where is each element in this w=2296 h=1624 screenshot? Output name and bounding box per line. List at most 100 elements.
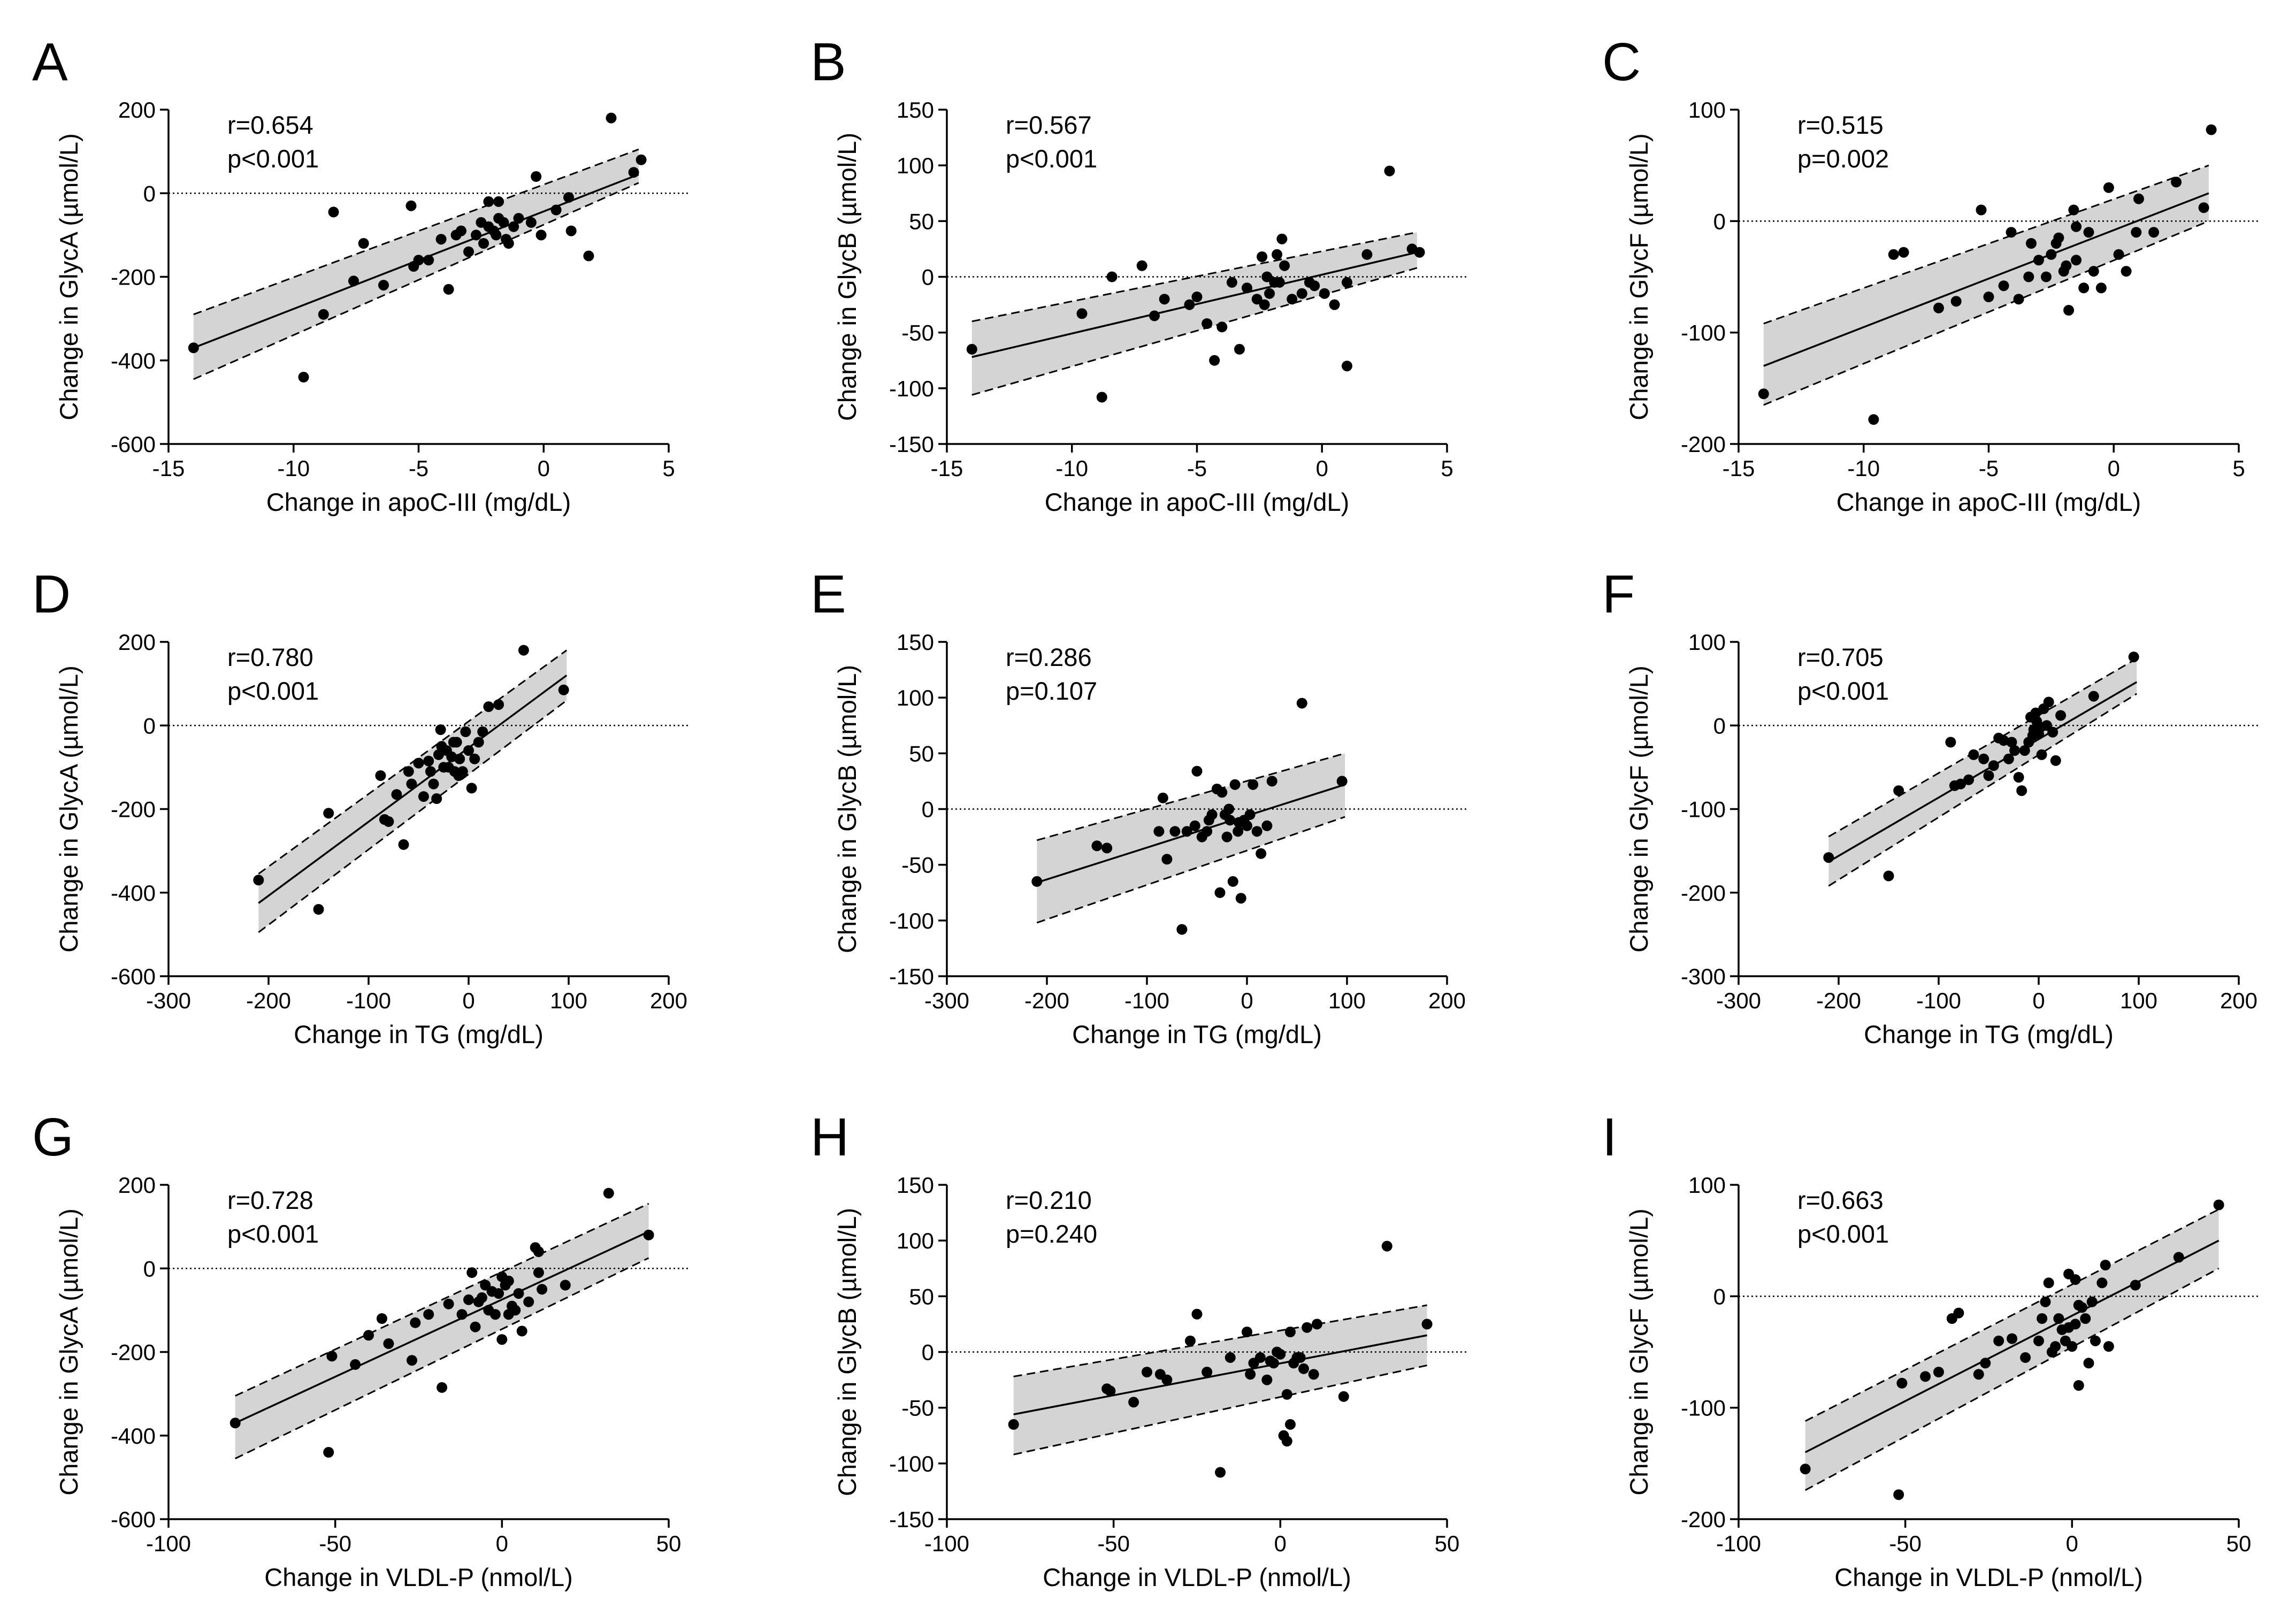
- data-point: [1868, 414, 1879, 425]
- data-point: [1285, 1419, 1296, 1430]
- data-point: [1980, 1358, 1991, 1369]
- y-tick-label: -100: [1681, 797, 1726, 822]
- y-tick-label: 200: [118, 630, 156, 655]
- band-lower-line: [235, 1257, 649, 1460]
- data-point: [1169, 826, 1181, 837]
- data-point: [606, 112, 617, 124]
- data-point: [2061, 260, 2072, 271]
- y-tick-label: -50: [901, 1396, 934, 1421]
- data-point: [1224, 815, 1236, 826]
- data-point: [1201, 318, 1213, 329]
- data-point: [1096, 392, 1107, 403]
- data-point: [1261, 1374, 1273, 1385]
- data-point: [2173, 1252, 2184, 1263]
- data-point: [313, 904, 324, 915]
- x-axis-title: Change in VLDL-P (nmol/L): [1043, 1563, 1351, 1591]
- x-tick-label: 0: [1316, 456, 1328, 481]
- y-axis-title: Change in GlycF (µmol/L): [1625, 665, 1653, 952]
- y-tick-label: 50: [909, 209, 934, 234]
- data-point: [2071, 255, 2082, 266]
- data-point: [298, 372, 309, 382]
- data-point: [1161, 1374, 1173, 1385]
- data-point: [2019, 745, 2030, 756]
- data-point: [533, 1267, 544, 1278]
- data-point: [435, 724, 446, 736]
- data-point: [498, 217, 509, 228]
- x-tick-label: -15: [152, 456, 185, 481]
- y-tick-label: -150: [889, 432, 934, 457]
- y-axis-title: Change in GlycB (µmol/L): [833, 1208, 861, 1496]
- y-tick-label: 0: [922, 1340, 934, 1365]
- y-axis-title: Change in GlycF (µmol/L): [1625, 133, 1653, 420]
- stat-p-value: p=0.002: [1797, 144, 1889, 173]
- data-point: [1157, 792, 1168, 803]
- stat-r-value: r=0.654: [227, 111, 313, 139]
- data-point: [2063, 305, 2075, 316]
- data-point: [463, 1294, 474, 1305]
- data-point: [1266, 776, 1277, 787]
- data-point: [1342, 361, 1352, 372]
- x-tick-label: -200: [1024, 988, 1069, 1013]
- data-point: [1221, 831, 1233, 842]
- data-point: [2088, 691, 2099, 702]
- data-point: [1191, 765, 1203, 777]
- data-point: [450, 229, 462, 241]
- data-point: [2133, 193, 2144, 204]
- x-tick-label: 0: [2032, 988, 2045, 1013]
- data-point: [1153, 826, 1165, 837]
- confidence-band: [1805, 1209, 2219, 1490]
- confidence-band: [235, 1204, 649, 1459]
- data-point: [1261, 271, 1273, 282]
- y-tick-label: -150: [889, 1507, 934, 1532]
- x-tick-label: 50: [656, 1531, 682, 1556]
- x-tick-label: 5: [662, 456, 675, 481]
- data-point: [2040, 1296, 2051, 1307]
- data-point: [1242, 820, 1252, 831]
- data-point: [428, 778, 439, 790]
- data-point: [1298, 1363, 1309, 1374]
- x-axis-title: Change in apoC-III (mg/dL): [266, 488, 571, 516]
- data-point: [2033, 1335, 2044, 1346]
- data-point: [1128, 1397, 1139, 1408]
- data-point: [525, 217, 537, 228]
- data-point: [2198, 202, 2209, 213]
- x-tick-label: -300: [146, 988, 191, 1013]
- data-point: [406, 778, 417, 790]
- y-tick-label: 0: [143, 1256, 156, 1281]
- x-tick-label: 100: [1328, 988, 1366, 1013]
- data-point: [2020, 1352, 2031, 1363]
- x-tick-label: -10: [277, 456, 310, 481]
- x-tick-label: -5: [1979, 456, 1999, 481]
- data-point: [628, 167, 639, 178]
- data-point: [1256, 848, 1267, 859]
- data-point: [1206, 809, 1218, 820]
- data-point: [1988, 760, 1999, 771]
- data-point: [1185, 1335, 1196, 1346]
- x-axis-title: Change in TG (mg/dL): [1864, 1020, 2114, 1048]
- stat-p-value: p<0.001: [227, 677, 319, 705]
- y-tick-label: 50: [909, 1284, 934, 1309]
- data-point: [2071, 221, 2082, 232]
- panel-e: -300 -200 -100 0 100 200 -150 -100 -50 0 50 100 150 C…: [810, 564, 1468, 1048]
- data-point: [516, 1326, 527, 1337]
- data-point: [1201, 826, 1213, 837]
- data-point: [2086, 1296, 2098, 1307]
- data-point: [583, 250, 594, 262]
- y-tick-label: 100: [1688, 630, 1726, 655]
- x-axis-title: Change in VLDL-P (nmol/L): [264, 1563, 572, 1591]
- data-point: [2206, 124, 2217, 135]
- x-tick-label: -15: [931, 456, 963, 481]
- data-point: [496, 1334, 508, 1345]
- x-tick-label: -300: [924, 988, 969, 1013]
- data-point: [2050, 755, 2061, 766]
- data-point: [1275, 1349, 1286, 1360]
- data-point: [1216, 321, 1228, 333]
- data-point: [2088, 266, 2099, 277]
- data-point: [463, 246, 474, 257]
- band-lower-line: [1828, 693, 2138, 887]
- data-point: [2063, 1268, 2075, 1280]
- data-point: [323, 808, 334, 819]
- data-point: [2009, 745, 2021, 756]
- data-point: [1945, 737, 1956, 748]
